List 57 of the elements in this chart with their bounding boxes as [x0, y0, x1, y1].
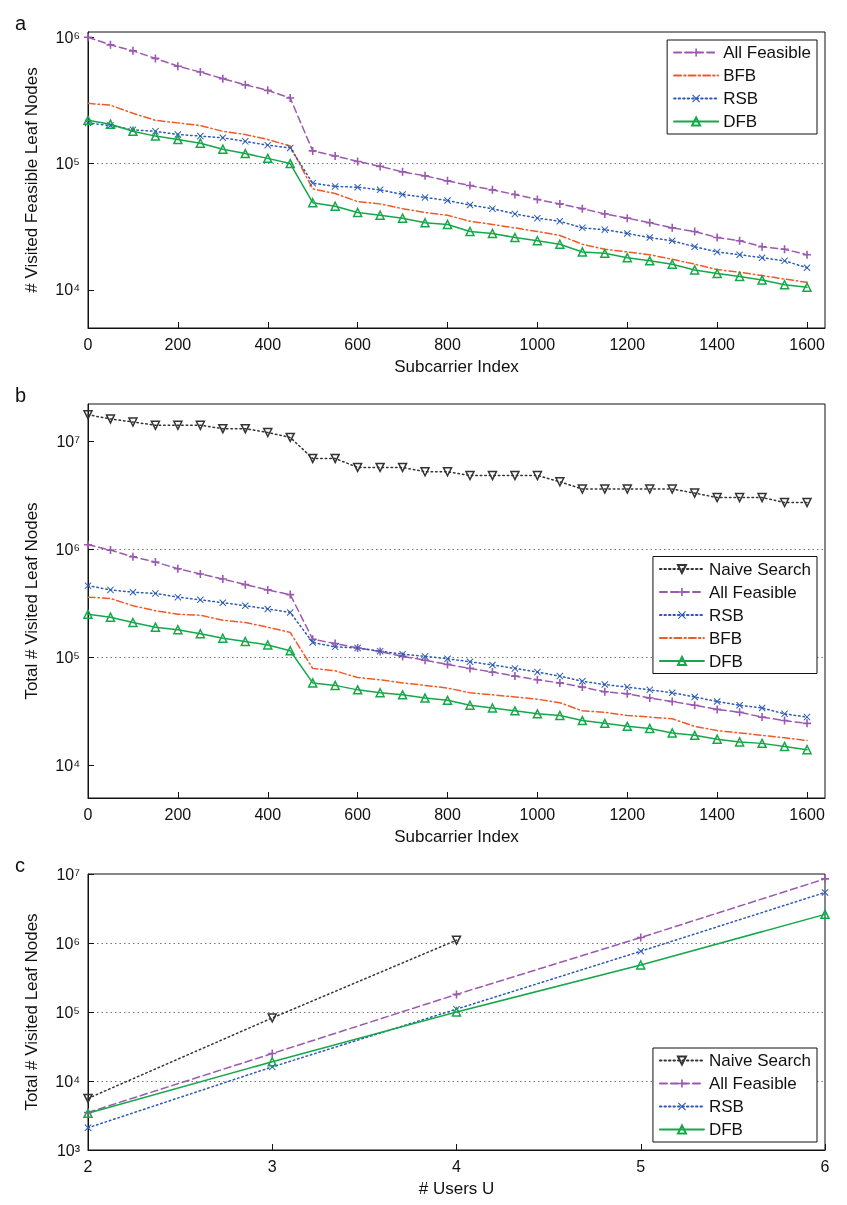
legend-label: DFB — [723, 112, 758, 131]
chart-title: c — [15, 854, 25, 876]
y-tick-label: 10⁵ — [55, 155, 80, 173]
x-tick-label: 0 — [83, 335, 93, 353]
x-tick-label: 1400 — [699, 805, 736, 823]
x-tick-label: 1000 — [519, 335, 556, 353]
chart-title: b — [15, 384, 27, 406]
y-tick-label: 10³ — [56, 1141, 81, 1159]
y-axis-title: Total # Visited Leaf Nodes — [22, 913, 41, 1111]
x-tick-label: 200 — [164, 335, 192, 353]
y-tick-label: 10⁵ — [55, 1003, 80, 1021]
x-tick-label: 0 — [83, 805, 93, 823]
legend-label: All Feasible — [708, 582, 797, 602]
x-tick-label: 800 — [434, 335, 461, 353]
x-tick-label: 1200 — [609, 335, 646, 353]
x-tick-label: 3 — [267, 1157, 277, 1175]
legend-label: All Feasible — [708, 1074, 797, 1093]
x-tick-label: 1600 — [789, 805, 825, 823]
y-tick-label: 10⁷ — [56, 865, 81, 883]
x-axis-title: Subcarrier Index — [394, 827, 520, 846]
x-tick-label: 1000 — [519, 805, 556, 823]
y-tick-label: 10⁶ — [55, 934, 80, 952]
legend-label: All Feasible — [723, 43, 811, 62]
y-tick-label: 10⁴ — [55, 1072, 81, 1090]
y-axis-title: # Visited Feasible Leaf Nodes — [22, 67, 41, 293]
x-tick-label: 400 — [254, 335, 282, 353]
legend-label: DFB — [708, 1120, 743, 1139]
x-tick-label: 600 — [344, 335, 372, 353]
x-tick-label: 800 — [434, 805, 461, 823]
chart-title: a — [15, 12, 27, 34]
x-tick-label: 5 — [636, 1157, 646, 1175]
y-tick-label: 10⁶ — [55, 28, 80, 46]
x-tick-label: 4 — [452, 1157, 462, 1175]
y-tick-label: 10⁷ — [56, 432, 81, 450]
y-tick-label: 10⁶ — [55, 540, 80, 558]
x-tick-label: 2 — [83, 1157, 93, 1175]
x-tick-label: 6 — [820, 1157, 830, 1175]
legend-label: RSB — [708, 1097, 744, 1116]
legend-label: BFB — [723, 66, 757, 85]
y-tick-label: 10⁵ — [55, 648, 80, 666]
x-tick-label: 1200 — [609, 805, 646, 823]
x-tick-label: 200 — [164, 805, 192, 823]
x-axis-title: # Users U — [418, 1179, 495, 1198]
y-axis-title: Total # Visited Leaf Nodes — [22, 502, 41, 700]
y-tick-label: 10⁴ — [55, 281, 81, 299]
legend-label: Naive Search — [708, 1051, 812, 1070]
x-tick-label: 1600 — [789, 335, 825, 353]
x-tick-label: 1400 — [699, 335, 736, 353]
legend-label: Naive Search — [708, 559, 812, 579]
legend-label: BFB — [708, 628, 743, 648]
legend-label: RSB — [723, 89, 759, 108]
legend-label: DFB — [708, 651, 743, 671]
x-tick-label: 600 — [344, 805, 372, 823]
y-tick-label: 10⁴ — [55, 756, 81, 774]
x-tick-label: 400 — [254, 805, 282, 823]
x-axis-title: Subcarrier Index — [394, 357, 520, 376]
legend-label: RSB — [708, 605, 744, 625]
